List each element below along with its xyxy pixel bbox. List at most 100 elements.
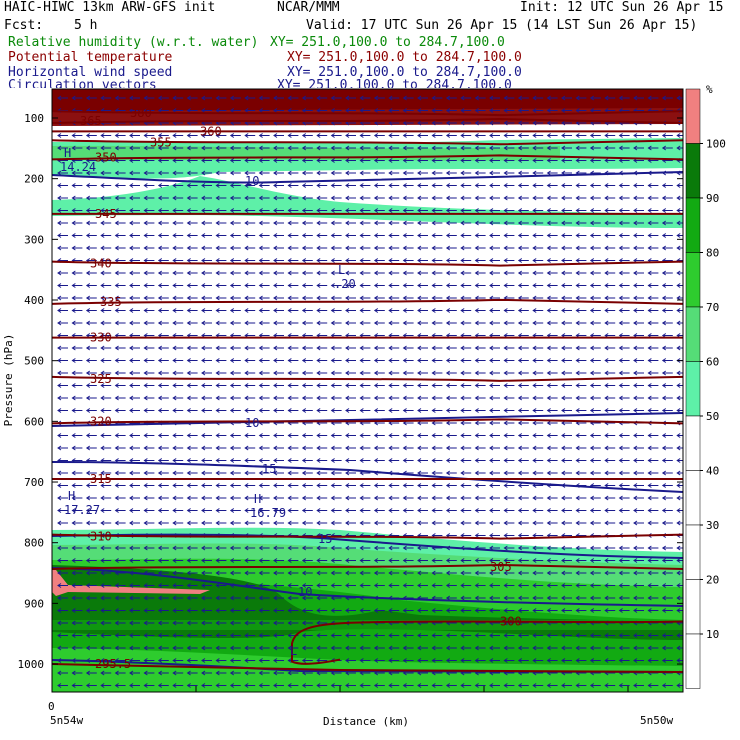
circulation-vector-head xyxy=(359,308,364,313)
circulation-vector xyxy=(229,283,241,288)
circulation-vector xyxy=(229,95,241,101)
circulation-vector xyxy=(417,345,428,351)
circulation-vector xyxy=(229,158,241,163)
circulation-vector xyxy=(561,133,572,138)
circulation-vector-head xyxy=(330,320,335,326)
circulation-vector-head xyxy=(546,445,551,451)
circulation-vector-head xyxy=(85,283,91,288)
circulation-vector-head xyxy=(129,445,134,451)
circulation-vector xyxy=(633,145,644,151)
circulation-vector xyxy=(258,408,270,413)
circulation-vector-head xyxy=(143,133,148,138)
circulation-vector xyxy=(114,433,126,438)
circulation-vector xyxy=(373,158,385,163)
circulation-vector xyxy=(402,183,414,188)
circulation-vector-head xyxy=(273,158,278,163)
circulation-vector xyxy=(201,270,212,276)
circulation-vector xyxy=(532,520,544,526)
circulation-vector xyxy=(388,183,400,188)
circulation-vector xyxy=(201,108,212,113)
circulation-vector xyxy=(57,195,68,201)
circulation-vector xyxy=(417,483,428,488)
circulation-vector-head xyxy=(373,508,379,513)
circulation-vector xyxy=(388,95,400,101)
circulation-vector-head xyxy=(345,245,350,251)
circulation-vector xyxy=(273,295,284,301)
circulation-vector-head xyxy=(57,508,62,513)
circulation-vector-head xyxy=(330,195,335,201)
circulation-vector-head xyxy=(388,283,393,288)
circulation-vector xyxy=(647,145,659,151)
circulation-vector-head xyxy=(445,483,451,488)
circulation-vector-head xyxy=(489,520,494,526)
circulation-vector-head xyxy=(489,395,494,401)
circulation-vector xyxy=(85,483,97,488)
circulation-vector xyxy=(100,308,112,313)
circulation-vector-head xyxy=(287,508,292,513)
circulation-vector-head xyxy=(647,183,652,188)
circulation-vector-head xyxy=(532,433,537,438)
circulation-vector xyxy=(633,320,644,326)
circulation-vector xyxy=(431,158,443,163)
circulation-vector xyxy=(417,433,428,438)
circulation-vector xyxy=(474,470,486,476)
circulation-vector-head xyxy=(345,308,350,313)
circulation-vector-head xyxy=(460,395,465,401)
circulation-vector-head xyxy=(186,108,191,113)
circulation-vector xyxy=(474,270,486,276)
circulation-vector-head xyxy=(633,470,638,476)
circulation-vector-head xyxy=(647,433,652,438)
circulation-vector xyxy=(589,370,601,376)
forecast-hour: 5 h xyxy=(74,18,98,33)
circulation-vector xyxy=(546,445,558,451)
circulation-vector xyxy=(129,233,140,238)
circulation-vector xyxy=(460,458,472,463)
circulation-vector xyxy=(287,458,299,463)
circulation-vector-head xyxy=(589,520,595,526)
circulation-vector-head xyxy=(157,345,163,351)
circulation-vector-head xyxy=(503,358,508,363)
circulation-vector-head xyxy=(229,295,235,301)
circulation-vector xyxy=(85,383,97,388)
circulation-vector-head xyxy=(431,208,436,213)
circulation-vector xyxy=(85,495,97,501)
circulation-vector xyxy=(647,133,659,138)
circulation-vector-head xyxy=(618,233,623,238)
circulation-vector xyxy=(287,133,299,138)
circulation-vector-head xyxy=(561,370,566,376)
circulation-vector-head xyxy=(445,258,451,263)
circulation-vector-head xyxy=(575,270,580,276)
circulation-vector xyxy=(114,245,126,251)
circulation-vector-head xyxy=(373,183,379,188)
circulation-vector-head xyxy=(215,145,220,151)
circulation-vector xyxy=(114,545,126,551)
circulation-vector-head xyxy=(474,245,479,251)
circulation-vector xyxy=(561,220,572,226)
circulation-vector xyxy=(316,483,328,488)
circulation-vector-head xyxy=(431,358,436,363)
circulation-vector-head xyxy=(229,395,235,401)
circulation-vector xyxy=(532,195,544,201)
circulation-vector-head xyxy=(388,170,393,176)
circulation-vector-head xyxy=(373,133,379,138)
circulation-vector xyxy=(215,220,227,226)
circulation-vector xyxy=(143,308,155,313)
circulation-vector xyxy=(517,258,529,263)
circulation-vector xyxy=(532,158,544,163)
circulation-vector-head xyxy=(402,433,407,438)
circulation-vector-head xyxy=(201,520,206,526)
circulation-vector-head xyxy=(71,445,76,451)
circulation-vector xyxy=(532,545,544,551)
circulation-vector xyxy=(373,108,385,113)
circulation-vector-head xyxy=(474,95,479,101)
circulation-vector-head xyxy=(460,458,465,463)
circulation-vector xyxy=(244,445,256,451)
circulation-vector xyxy=(373,270,385,276)
circulation-vector xyxy=(445,245,457,251)
circulation-vector-head xyxy=(129,195,134,201)
circulation-vector-head xyxy=(330,358,335,363)
circulation-vector-head xyxy=(517,345,523,351)
circulation-vector-head xyxy=(445,170,451,176)
circulation-vector-head xyxy=(229,233,235,238)
circulation-vector-head xyxy=(618,245,623,251)
